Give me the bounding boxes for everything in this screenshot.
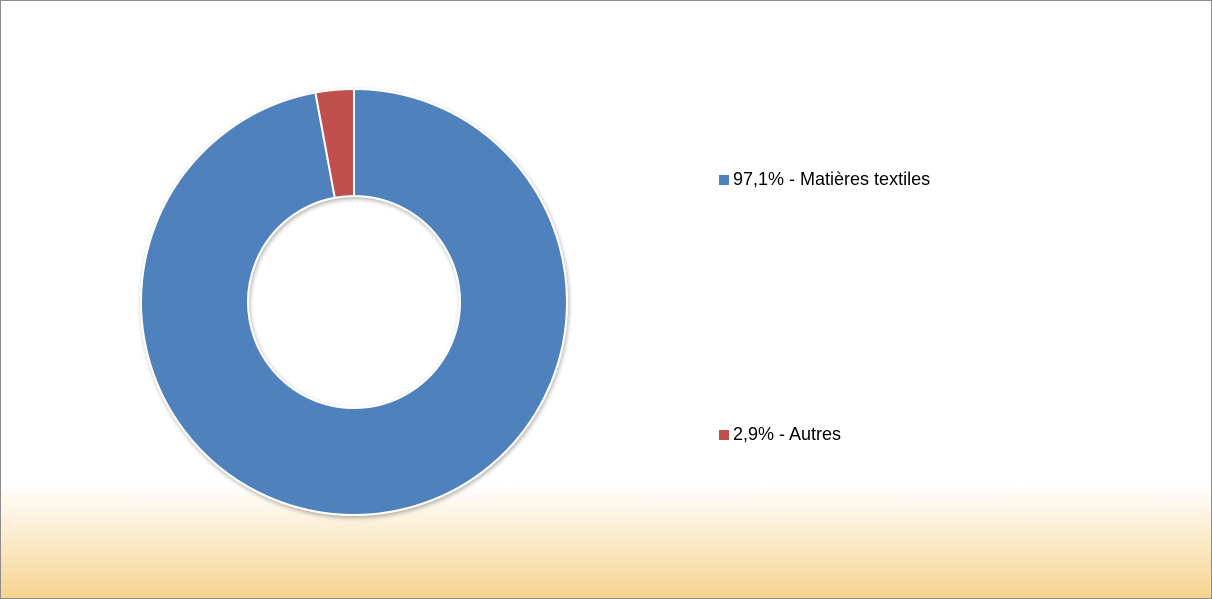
legend-swatch	[719, 430, 729, 440]
donut-slice	[140, 87, 568, 516]
donut-slice	[314, 87, 355, 199]
legend-label: 97,1% - Matières textiles	[733, 169, 930, 189]
donut	[140, 87, 568, 516]
legend-swatch	[719, 175, 729, 185]
legend-label: 2,9% - Autres	[733, 424, 841, 444]
